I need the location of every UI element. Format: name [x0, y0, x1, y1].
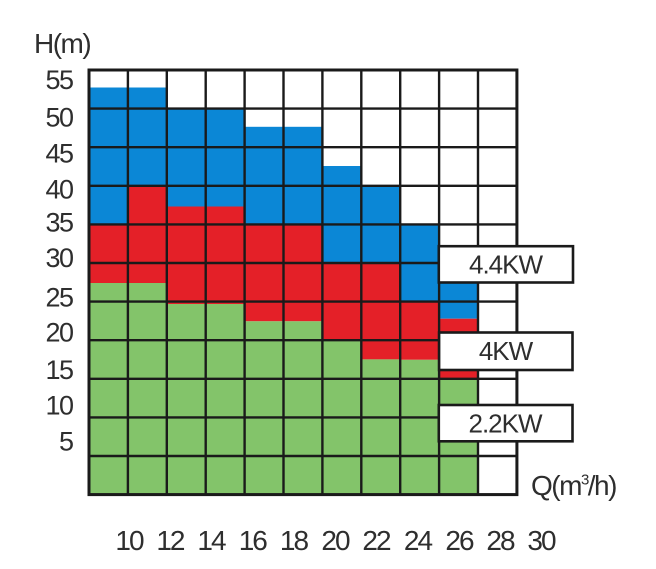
svg-text:22: 22: [362, 525, 391, 556]
svg-text:4KW: 4KW: [479, 336, 534, 366]
svg-text:15: 15: [45, 355, 73, 385]
svg-text:Q(m3/h): Q(m3/h): [531, 470, 616, 501]
svg-text:45: 45: [45, 138, 73, 168]
svg-text:4.4KW: 4.4KW: [469, 250, 543, 280]
svg-text:20: 20: [45, 317, 73, 347]
svg-text:55: 55: [45, 65, 73, 95]
svg-text:2.2KW: 2.2KW: [468, 409, 542, 439]
svg-text:H(m): H(m): [34, 28, 90, 59]
svg-text:25: 25: [45, 282, 73, 312]
svg-text:10: 10: [45, 390, 73, 420]
svg-text:14: 14: [197, 525, 226, 556]
svg-text:26: 26: [445, 525, 474, 556]
svg-text:10: 10: [115, 525, 144, 556]
svg-text:24: 24: [404, 525, 433, 556]
svg-text:5: 5: [59, 426, 73, 456]
svg-text:30: 30: [45, 243, 73, 273]
svg-text:12: 12: [156, 525, 185, 556]
svg-text:20: 20: [321, 525, 350, 556]
svg-text:40: 40: [45, 174, 73, 204]
svg-text:28: 28: [486, 525, 515, 556]
svg-text:35: 35: [45, 207, 73, 237]
svg-text:50: 50: [45, 102, 73, 132]
svg-text:30: 30: [527, 525, 556, 556]
svg-text:16: 16: [239, 525, 268, 556]
svg-text:18: 18: [280, 525, 309, 556]
